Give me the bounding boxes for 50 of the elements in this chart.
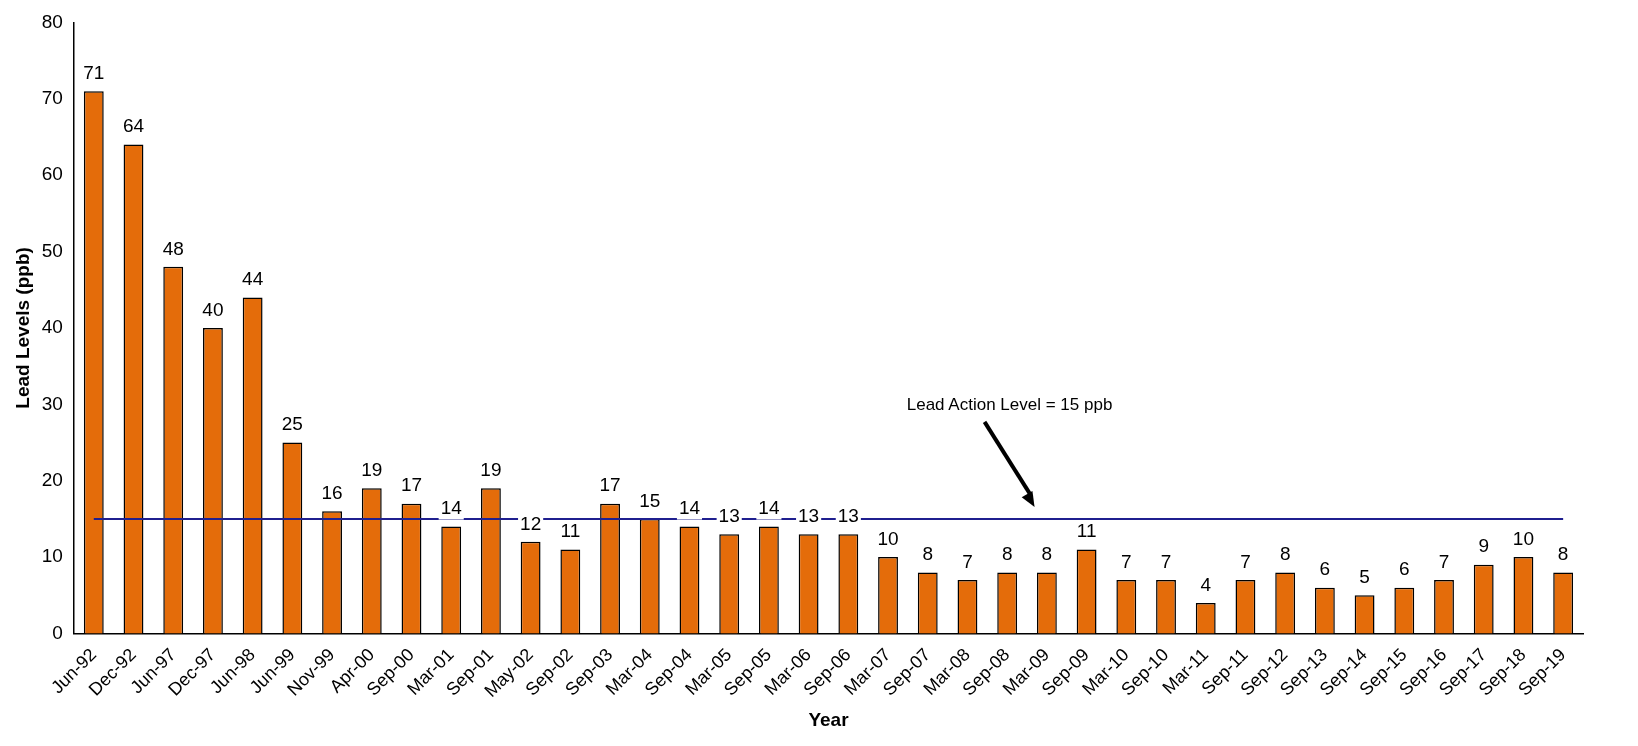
- y-tick-label: 30: [41, 392, 63, 414]
- data-label: 40: [202, 298, 224, 320]
- data-label: 7: [1160, 550, 1172, 572]
- y-tick-label: 10: [41, 545, 63, 567]
- data-label: 11: [560, 520, 581, 542]
- data-label: 8: [1557, 543, 1569, 565]
- y-tick-label: 0: [52, 621, 63, 643]
- data-label: 8: [1001, 543, 1013, 565]
- y-tick-label: 70: [41, 87, 63, 109]
- data-label: 6: [1399, 558, 1410, 580]
- y-tick-label: 50: [41, 239, 63, 261]
- data-label: 17: [400, 474, 423, 496]
- y-tick-label: 60: [41, 163, 63, 185]
- data-label: 10: [877, 527, 899, 549]
- data-label: 17: [599, 474, 621, 496]
- data-label: 12: [520, 512, 542, 534]
- y-tick-label: 40: [41, 316, 63, 338]
- data-label: 7: [1121, 550, 1132, 572]
- data-label: 25: [281, 413, 303, 435]
- data-label: 19: [480, 459, 502, 481]
- y-tick-label: 20: [41, 468, 63, 490]
- data-label: 4: [1200, 573, 1212, 595]
- data-label: 13: [837, 504, 859, 526]
- y-axis-title: Lead Levels (ppb): [11, 247, 33, 409]
- data-label: 15: [639, 489, 661, 511]
- data-label: 13: [718, 504, 740, 526]
- data-label: 14: [758, 497, 780, 519]
- data-label: 48: [162, 237, 184, 259]
- data-label: 9: [1478, 535, 1490, 557]
- data-label: 8: [1041, 543, 1053, 565]
- x-axis-title: Year: [808, 708, 850, 730]
- y-tick-label: 80: [41, 10, 63, 32]
- data-label: 14: [678, 497, 701, 519]
- data-label: 8: [1279, 543, 1291, 565]
- data-label: 10: [1512, 527, 1534, 549]
- data-label: 14: [440, 497, 463, 519]
- data-label: 7: [1240, 550, 1251, 572]
- data-label: 11: [1076, 520, 1097, 542]
- data-label: 44: [242, 268, 264, 290]
- annotation: Lead Action Level = 15 ppb: [906, 395, 1113, 415]
- data-label: 6: [1319, 558, 1331, 580]
- data-label: 7: [962, 550, 973, 572]
- data-label: 5: [1359, 566, 1370, 588]
- data-label: 19: [361, 459, 383, 481]
- data-label: 7: [1438, 550, 1450, 572]
- data-label: 16: [321, 482, 343, 503]
- data-label: 64: [122, 115, 145, 137]
- data-label: 13: [798, 504, 820, 526]
- data-label: 8: [922, 543, 934, 565]
- data-label: 71: [83, 61, 105, 83]
